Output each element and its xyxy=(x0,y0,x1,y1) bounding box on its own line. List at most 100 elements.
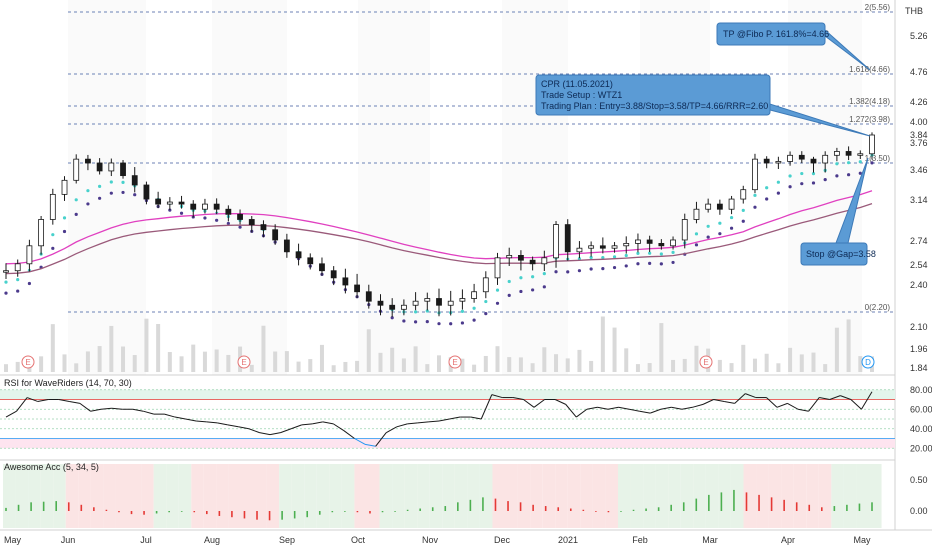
awesome-bar xyxy=(256,511,258,520)
ema-dot xyxy=(601,256,605,260)
candle-body xyxy=(342,277,349,286)
volume-bar xyxy=(167,352,172,372)
volume-bar xyxy=(495,346,500,372)
ema-dot xyxy=(495,288,500,292)
ema-dot xyxy=(648,261,652,266)
candle-body xyxy=(26,245,33,265)
awesome-bg xyxy=(831,464,844,528)
awesome-bar xyxy=(206,511,208,515)
rsi-segment xyxy=(671,406,682,410)
ema-dot xyxy=(776,191,780,195)
awesome-bar xyxy=(419,508,421,511)
awesome-bg xyxy=(429,464,443,528)
awesome-bg xyxy=(454,464,468,528)
price-tick-label: 3.14 xyxy=(910,195,928,205)
rsi-segment xyxy=(713,399,725,402)
x-tick-label: Oct xyxy=(351,535,366,545)
candle-body xyxy=(553,224,559,259)
plan-callout[interactable]: CPR (11.05.2021) Trade Setup : WTZ1 Trad… xyxy=(535,74,871,137)
volume-bar xyxy=(518,357,523,372)
awesome-bg xyxy=(693,464,706,528)
volume-bar xyxy=(507,357,512,372)
x-tick-label: Mar xyxy=(702,535,718,545)
ema-dot xyxy=(741,219,745,223)
ema-dot xyxy=(519,276,523,280)
volume-bar xyxy=(390,347,395,372)
ema-dot xyxy=(74,212,78,216)
ema-dot xyxy=(472,318,476,322)
candle-body xyxy=(810,158,817,164)
volume-bar xyxy=(144,318,149,372)
candle-body xyxy=(541,257,548,265)
rsi-segment xyxy=(554,399,566,405)
rsi-band xyxy=(0,389,895,400)
ema-dot xyxy=(601,267,605,271)
awesome-bar xyxy=(331,511,334,513)
awesome-bg xyxy=(329,464,342,528)
candle-body xyxy=(14,263,21,272)
awesome-title[interactable]: Awesome Acc (5, 34, 5) xyxy=(4,462,99,472)
awesome-bg xyxy=(643,464,656,528)
rsi-segment xyxy=(69,400,81,404)
stop-callout[interactable]: Stop @Gap=3.58 xyxy=(800,157,876,266)
volume-bar xyxy=(694,345,699,372)
fib-label: 1(3.50) xyxy=(865,154,891,163)
awesome-bg xyxy=(65,464,79,528)
awesome-bg xyxy=(530,464,543,528)
price-axis[interactable]: 5.26 4.76 4.26 4.00 3.843.76 3.46 3.14 2.74 2.54… xyxy=(910,31,928,373)
volume-bar xyxy=(121,346,126,372)
ema-dot xyxy=(671,260,675,265)
candle-body xyxy=(482,277,489,293)
awesome-bg xyxy=(730,464,744,528)
awesome-bar xyxy=(645,508,647,511)
volume-bar xyxy=(858,356,863,372)
rsi-segment xyxy=(840,395,852,400)
rsi-segment xyxy=(375,432,387,447)
candle-body xyxy=(529,259,536,265)
rsi-panel[interactable]: 80.00 60.00 40.00 20.00 xyxy=(0,380,932,458)
ema-dot xyxy=(519,289,523,294)
ema-dot xyxy=(577,257,582,261)
awesome-bg xyxy=(15,464,29,528)
candle-body xyxy=(225,208,232,215)
ema-dot xyxy=(168,208,172,212)
awesome-bg xyxy=(843,464,857,528)
price-tick-label: 2.40 xyxy=(910,280,928,290)
time-axis[interactable]: May Jun Jul Aug Sep Oct Nov Dec 2021 Feb Mar Apr May xyxy=(4,535,871,545)
candle-body xyxy=(190,203,197,210)
rsi-segment xyxy=(248,428,260,434)
awesome-bg xyxy=(479,464,493,528)
awesome-bar xyxy=(67,502,70,511)
volume-bar xyxy=(366,329,371,372)
awesome-bg xyxy=(392,464,405,528)
awesome-bar xyxy=(306,511,309,518)
volume-bar xyxy=(647,363,652,372)
candle-body xyxy=(447,300,454,306)
rsi-segment xyxy=(79,402,91,412)
awesome-bar xyxy=(369,511,371,514)
volume-bar xyxy=(483,355,488,372)
ema-dot xyxy=(531,288,535,292)
awesome-bar xyxy=(670,504,672,511)
x-tick-label: Feb xyxy=(632,535,648,545)
ema-dot xyxy=(51,246,55,250)
awesome-bar xyxy=(595,511,597,512)
candle-body xyxy=(681,219,688,241)
awesome-bg xyxy=(178,464,192,528)
ema-dot xyxy=(636,262,640,266)
rsi-segment xyxy=(322,421,334,425)
candle-body xyxy=(166,201,173,205)
earnings-marker-label: D xyxy=(865,358,871,367)
awesome-panel[interactable]: 0.50 0.00 xyxy=(3,464,928,528)
awesome-bg xyxy=(3,464,16,528)
tp-callout[interactable]: TP @Fibo P. 161.8%=4.66 xyxy=(716,22,871,71)
volume-bar xyxy=(296,361,301,372)
awesome-bg xyxy=(856,464,869,528)
ema-dot xyxy=(624,253,628,258)
rsi-segment xyxy=(766,397,778,408)
ema-dot xyxy=(74,198,78,202)
rsi-title[interactable]: RSI for WaveRiders (14, 70, 30) xyxy=(4,378,132,388)
rsi-segment xyxy=(26,397,38,402)
awesome-bg xyxy=(316,464,330,528)
